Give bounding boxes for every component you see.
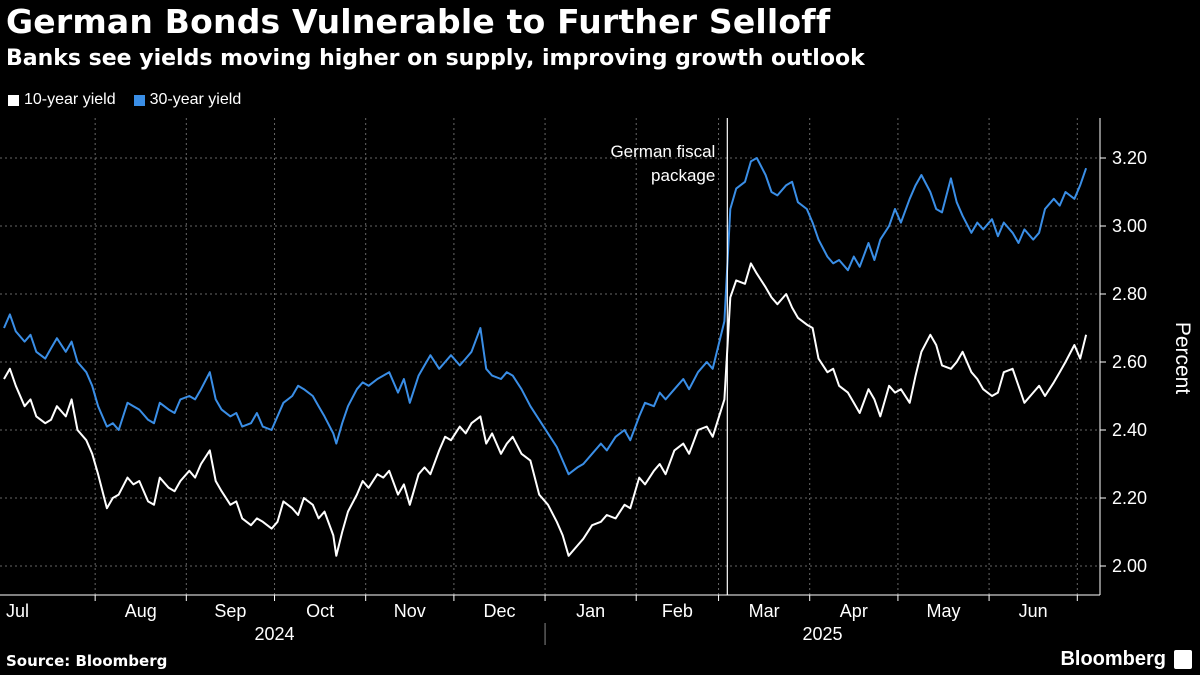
annotation: German fiscal package	[610, 118, 728, 595]
y-tick-label: 3.20	[1112, 148, 1147, 168]
month-label: Feb	[662, 601, 693, 621]
year-label-2024: 2024	[255, 624, 295, 644]
chart-title: German Bonds Vulnerable to Further Sello…	[6, 2, 831, 41]
month-label: Jul	[6, 601, 29, 621]
y-tick-label: 3.00	[1112, 216, 1147, 236]
month-label: Apr	[840, 601, 868, 621]
x-axis: Jul Aug Sep Oct Nov Dec Jan Feb Mar Apr May Jun 2024…	[0, 594, 1100, 645]
legend: 10-year yield 30-year yield	[8, 91, 241, 109]
y-tick-label: 2.60	[1112, 352, 1147, 372]
brand-logo: Bloomberg	[1060, 648, 1166, 670]
month-label: May	[926, 601, 960, 621]
month-label: Nov	[394, 601, 426, 621]
y-tick-label: 2.40	[1112, 420, 1147, 440]
y-tick-label: 2.20	[1112, 488, 1147, 508]
legend-label-10y: 10-year yield	[24, 91, 116, 108]
series-30-year-line	[3, 157, 1088, 476]
month-label: Mar	[749, 601, 780, 621]
bloomberg-icon	[1174, 650, 1192, 669]
legend-item-10y: 10-year yield	[8, 91, 116, 109]
series-10-year-line	[3, 262, 1088, 557]
legend-swatch-30y	[133, 94, 145, 106]
month-label: Sep	[214, 601, 246, 621]
y-tick-label: 2.00	[1112, 556, 1147, 576]
month-label: Dec	[483, 601, 515, 621]
legend-label-30y: 30-year yield	[149, 91, 242, 108]
month-label: Oct	[306, 601, 334, 621]
y-tick-label: 2.80	[1112, 284, 1147, 304]
annotation-text: German fiscal	[610, 142, 715, 161]
legend-item-30y: 30-year yield	[133, 91, 242, 109]
month-label: Jun	[1019, 601, 1048, 621]
grid	[0, 118, 1100, 595]
y-axis-label: Percent	[1171, 322, 1194, 395]
year-label-2025: 2025	[803, 624, 843, 644]
annotation-text: package	[651, 166, 715, 185]
legend-swatch-10y	[8, 94, 19, 106]
month-label: Jan	[576, 601, 605, 621]
month-label: Aug	[125, 601, 157, 621]
series-lines	[3, 157, 1088, 557]
y-axis: 2.00 2.20 2.40 2.60 2.80 3.00 3.20	[1099, 118, 1147, 595]
chart-subtitle: Banks see yields moving higher on supply…	[6, 46, 865, 71]
source-note: Source: Bloomberg	[6, 652, 168, 670]
